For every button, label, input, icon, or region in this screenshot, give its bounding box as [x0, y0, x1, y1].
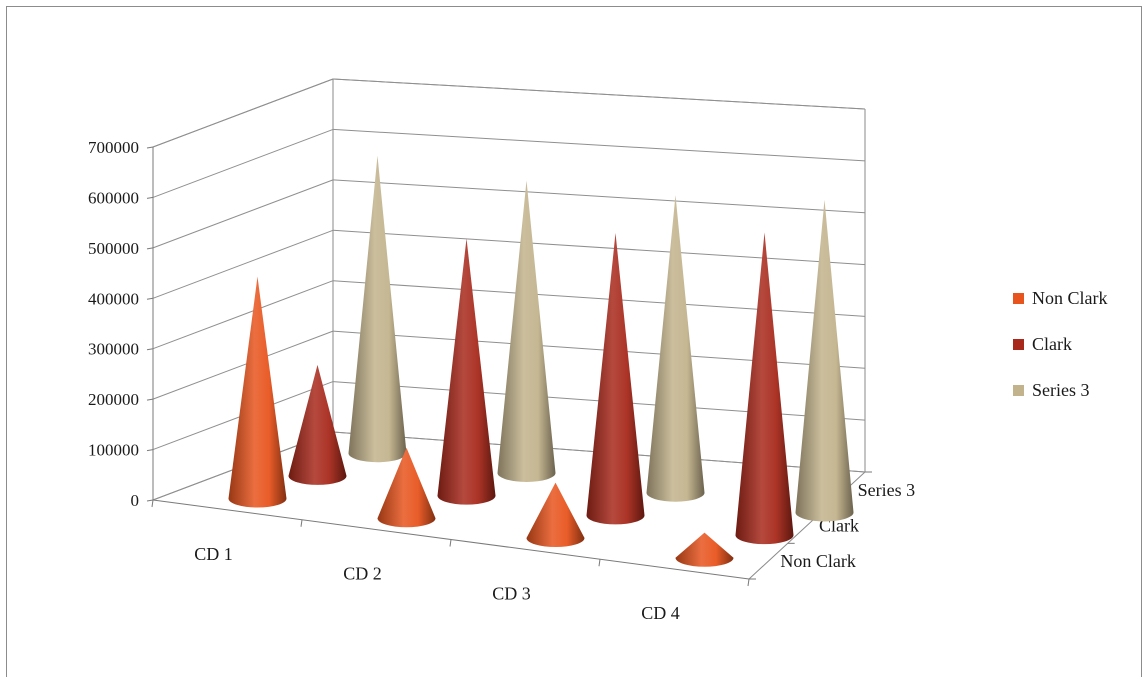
back-gridline [332, 330, 866, 369]
y-tick-mark [146, 499, 154, 502]
side-gridline [152, 229, 334, 299]
x-tick-mark [151, 499, 154, 508]
y-tick-mark [146, 196, 154, 199]
x-tick-mark [598, 559, 601, 567]
x-tick-mark [747, 578, 750, 587]
cone-series-3-cd-4 [795, 199, 854, 522]
cone-clark-cd-1 [288, 364, 347, 485]
x-axis-tick-labels: CD 1 CD 2 CD 3 CD 4 [194, 544, 680, 623]
y-tick-label: 100000 [88, 441, 139, 460]
legend-item: Series 3 [1013, 380, 1090, 400]
back-gridline [332, 280, 866, 317]
y-tick-mark [146, 449, 154, 452]
legend-swatch [1013, 293, 1024, 304]
x-tick-label: CD 1 [194, 544, 233, 564]
y-tick-mark [146, 146, 154, 149]
y-tick-label: 0 [131, 491, 140, 510]
side-gridline [152, 128, 334, 198]
cone-series-3-cd-2 [497, 180, 556, 482]
legend-label: Clark [1032, 334, 1072, 354]
gridlines [152, 78, 866, 501]
depth-tick-label: Series 3 [858, 480, 916, 500]
cone-series-3-cd-3 [646, 195, 705, 502]
x-tick-mark [449, 539, 452, 547]
y-tick-mark [146, 398, 154, 401]
legend-label: Non Clark [1032, 288, 1108, 308]
depth-tick-label: Non Clark [780, 551, 856, 571]
cone-non-clark-cd-1 [228, 276, 287, 508]
legend-swatch [1013, 385, 1024, 396]
legend-item: Clark [1013, 334, 1072, 354]
x-tick-label: CD 4 [641, 603, 680, 623]
cone-clark-cd-2 [437, 238, 496, 505]
y-tick-mark [146, 247, 154, 250]
chart-frame: 0 100000 200000 300000 400000 500000 600000 700… [6, 6, 1142, 677]
back-wall-top-edge [332, 78, 866, 110]
y-tick-mark [146, 348, 154, 351]
x-tick-label: CD 3 [492, 583, 531, 603]
legend-item: Non Clark [1013, 288, 1108, 308]
cone-chart: 0 100000 200000 300000 400000 500000 600000 700… [88, 78, 1108, 623]
y-tick-label: 700000 [88, 138, 139, 157]
y-tick-label: 400000 [88, 289, 139, 308]
y-tick-label: 500000 [88, 239, 139, 258]
y-tick-mark [146, 297, 154, 300]
y-tick-label: 300000 [88, 340, 139, 359]
x-tick-label: CD 2 [343, 564, 382, 584]
x-tick-mark [300, 519, 303, 527]
legend: Non Clark Clark Series 3 [1013, 288, 1108, 400]
cone-non-clark-cd-3 [526, 482, 585, 548]
y-tick-label: 600000 [88, 188, 139, 207]
y-tick-label: 200000 [88, 390, 139, 409]
cone-clark-cd-4 [735, 232, 794, 545]
cone-series-3-cd-1 [348, 155, 407, 463]
cone-non-clark-cd-4 [675, 532, 734, 567]
back-gridline [332, 229, 866, 266]
side-gridline [152, 179, 334, 249]
y-axis-tick-labels: 0 100000 200000 300000 400000 500000 600000 700… [88, 138, 139, 510]
back-gridline [332, 128, 866, 162]
side-wall-top-edge [152, 78, 334, 148]
legend-label: Series 3 [1032, 380, 1090, 400]
cone-non-clark-cd-2 [377, 447, 436, 528]
side-gridline [152, 330, 334, 400]
axes [146, 146, 872, 587]
cone-clark-cd-3 [586, 232, 645, 525]
side-gridline [152, 280, 334, 350]
cone-marks [228, 155, 854, 567]
back-gridline [332, 179, 866, 214]
legend-swatch [1013, 339, 1024, 350]
